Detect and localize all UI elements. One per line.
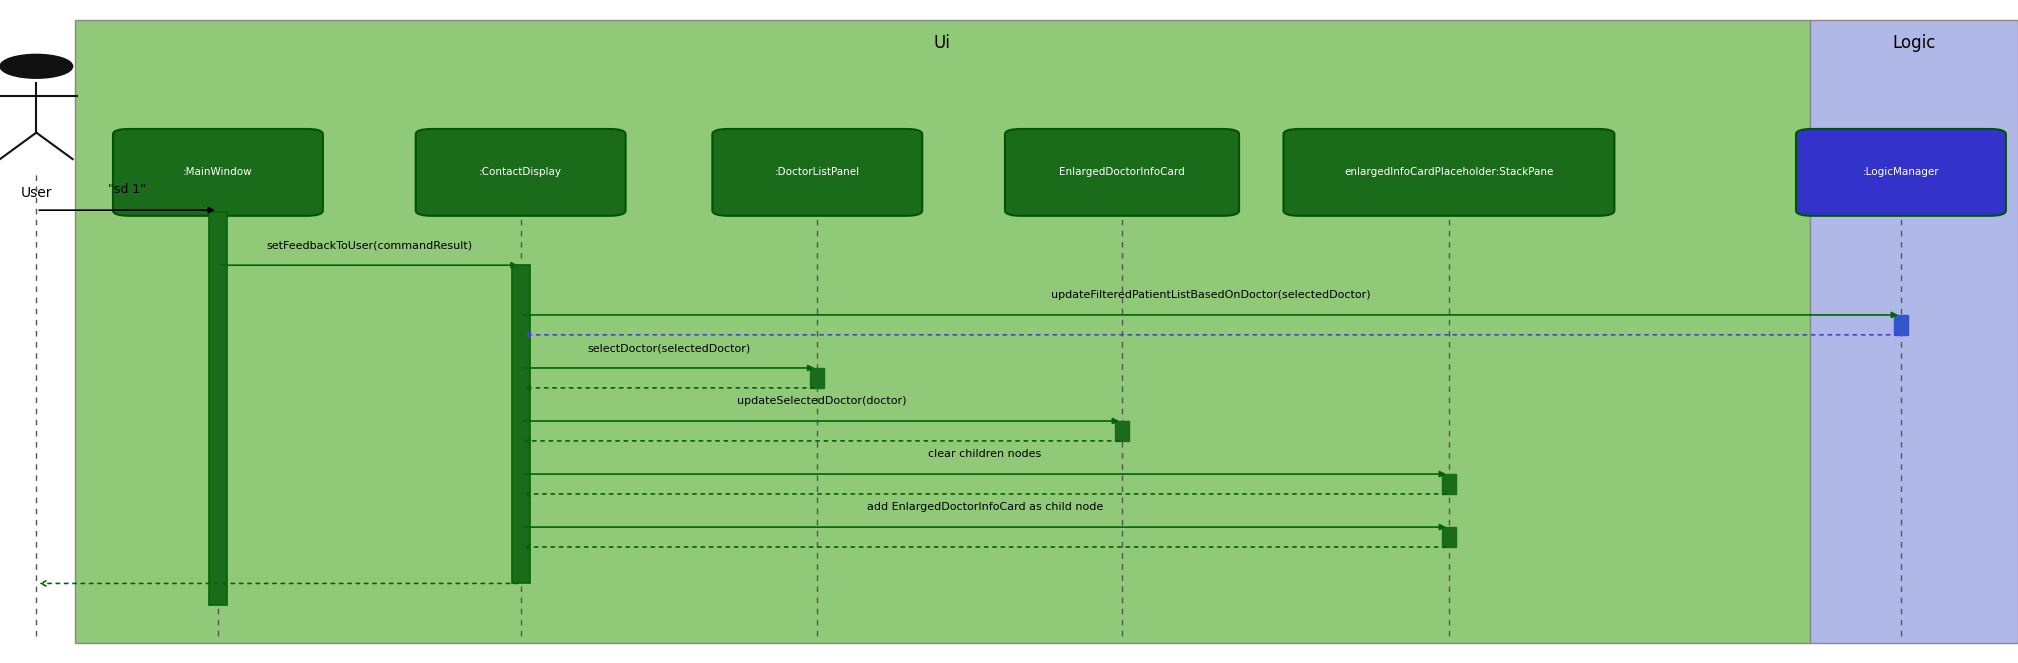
Text: enlargedInfoCardPlaceholder:StackPane: enlargedInfoCardPlaceholder:StackPane xyxy=(1344,167,1554,178)
Text: "sd 1": "sd 1" xyxy=(109,182,145,196)
FancyBboxPatch shape xyxy=(1283,129,1614,216)
Text: Ui: Ui xyxy=(934,34,950,52)
Bar xyxy=(1810,20,2018,643)
FancyBboxPatch shape xyxy=(1796,129,2006,216)
Bar xyxy=(1893,315,1909,335)
Text: User: User xyxy=(20,186,52,200)
Bar xyxy=(75,20,1810,643)
Text: clear children nodes: clear children nodes xyxy=(928,450,1041,459)
Text: add EnlargedDoctorInfoCard as child node: add EnlargedDoctorInfoCard as child node xyxy=(866,503,1104,512)
Text: Logic: Logic xyxy=(1893,34,1935,52)
Text: updateFilteredPatientListBasedOnDoctor(selectedDoctor): updateFilteredPatientListBasedOnDoctor(s… xyxy=(1051,290,1370,300)
FancyBboxPatch shape xyxy=(712,129,922,216)
Text: :MainWindow: :MainWindow xyxy=(184,167,252,178)
Text: EnlargedDoctorInfoCard: EnlargedDoctorInfoCard xyxy=(1059,167,1185,178)
Bar xyxy=(210,212,226,605)
Text: :ContactDisplay: :ContactDisplay xyxy=(478,167,563,178)
Circle shape xyxy=(0,54,73,78)
Bar xyxy=(513,265,529,583)
Text: updateSelectedDoctor(doctor): updateSelectedDoctor(doctor) xyxy=(737,396,906,406)
Bar xyxy=(1441,474,1457,494)
Bar xyxy=(1116,421,1130,441)
FancyBboxPatch shape xyxy=(416,129,626,216)
Bar xyxy=(1441,527,1457,547)
FancyBboxPatch shape xyxy=(113,129,323,216)
Text: selectDoctor(selectedDoctor): selectDoctor(selectedDoctor) xyxy=(587,343,751,353)
Text: :DoctorListPanel: :DoctorListPanel xyxy=(775,167,860,178)
FancyBboxPatch shape xyxy=(1005,129,1239,216)
Text: setFeedbackToUser(commandResult): setFeedbackToUser(commandResult) xyxy=(266,241,472,251)
Bar xyxy=(811,368,825,388)
Text: :LogicManager: :LogicManager xyxy=(1863,167,1939,178)
